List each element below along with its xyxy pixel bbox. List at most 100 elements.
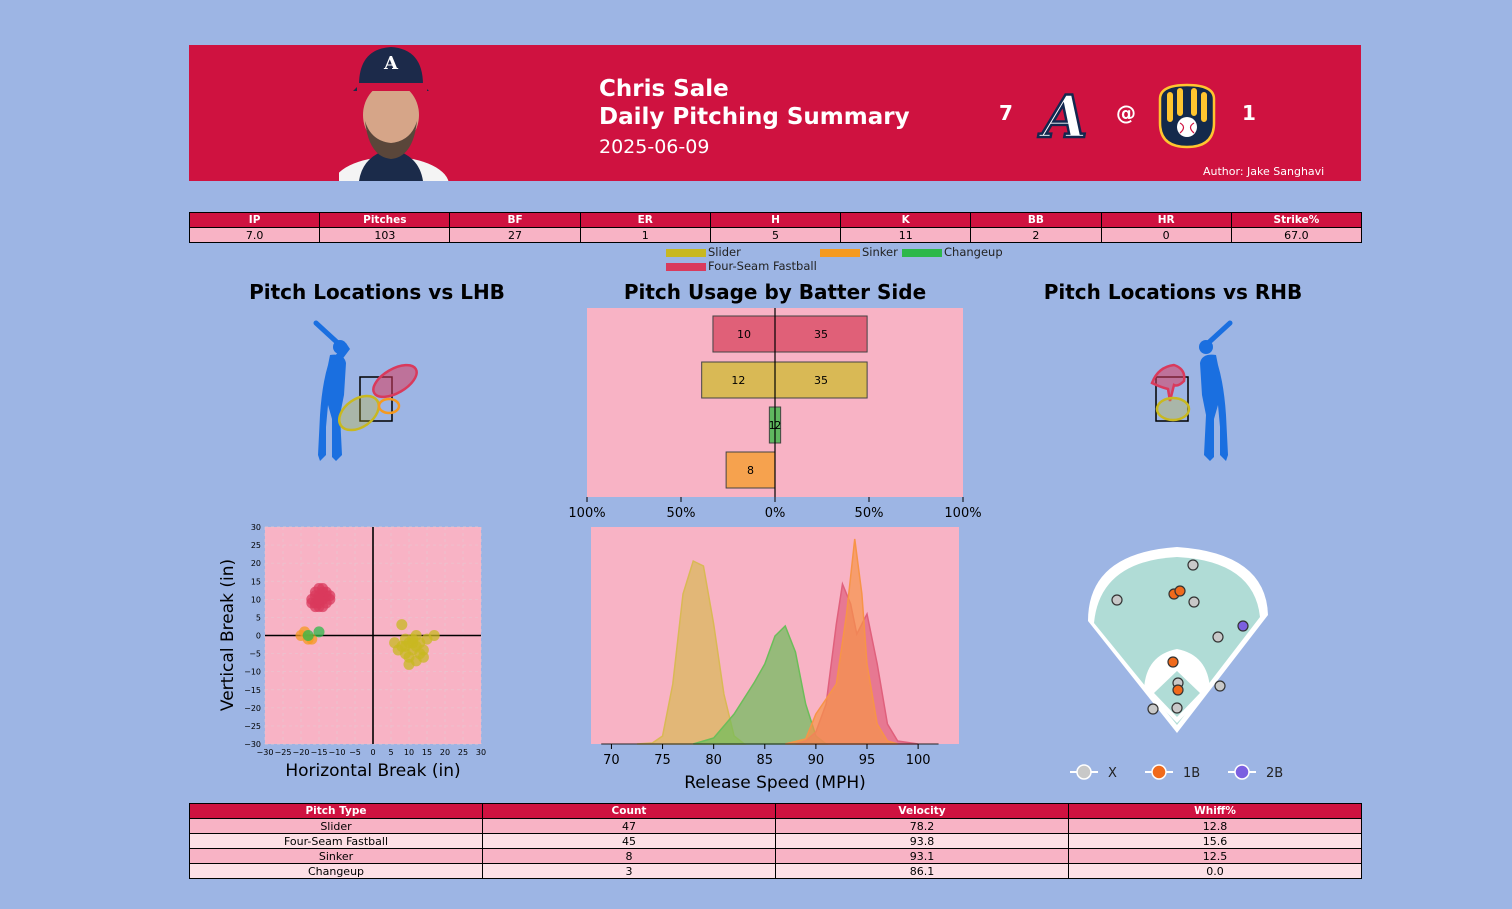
stats-value: 27: [449, 227, 581, 243]
legend-changeup: Changeup: [902, 245, 1003, 259]
rhb-location-plot: [1150, 320, 1233, 461]
spray-point-x: [1147, 703, 1159, 715]
movement-point: [407, 637, 419, 649]
spray-point-x: [1187, 559, 1199, 571]
table-cell: 78.2: [775, 818, 1069, 834]
movement-x-tick: −20: [293, 748, 310, 757]
usage-title: Pitch Usage by Batter Side: [623, 280, 927, 304]
movement-y-tick: 15: [251, 577, 261, 586]
usage-label-lhb: 1: [769, 419, 776, 432]
spray-point-2b: [1237, 620, 1249, 632]
spray-point-x: [1214, 680, 1226, 692]
header-banner: A Chris Sale Daily Pitching Summary 2025…: [189, 45, 1361, 181]
svg-text:A: A: [1037, 85, 1087, 147]
movement-x-tick: 25: [458, 748, 468, 757]
pitch-table-header: Whiff%: [1068, 803, 1362, 819]
movement-y-tick: 20: [251, 559, 261, 568]
outfield-grass: [1094, 557, 1260, 725]
movement-x-tick: −25: [275, 748, 292, 757]
away-score: 7: [999, 101, 1013, 125]
sinker-region: [377, 397, 401, 415]
stats-header-strike-pct: Strike%: [1230, 212, 1363, 228]
table-cell: 3: [482, 863, 776, 879]
movement-y-tick: −30: [244, 740, 261, 749]
usage-label-rhb: 35: [814, 374, 828, 387]
stats-header-hr: HR: [1100, 212, 1232, 228]
velocity-tick-label: 95: [859, 753, 876, 768]
movement-point: [428, 630, 440, 641]
stats-value: 0: [1100, 227, 1232, 243]
usage-tick-label: 50%: [667, 506, 696, 521]
lhb-location-plot: [313, 320, 418, 461]
movement-y-tick: 0: [256, 632, 261, 641]
svg-text:A: A: [383, 53, 399, 74]
table-cell: Changeup: [189, 863, 483, 879]
pitch-table-header: Pitch Type: [189, 803, 483, 819]
table-cell: 8: [482, 848, 776, 864]
movement-x-label: Horizontal Break (in): [285, 761, 460, 781]
velocity-tick-label: 75: [654, 753, 671, 768]
movement-x-tick: 5: [388, 748, 393, 757]
game-date: 2025-06-09: [599, 136, 710, 158]
player-headshot: A: [339, 47, 449, 181]
table-cell: 12.8: [1068, 818, 1362, 834]
table-cell: Slider: [189, 818, 483, 834]
author-credit: Author: Jake Sanghavi: [1203, 165, 1325, 178]
pitch-table: Pitch Type Count Velocity Whiff% Slider 47 78…: [189, 803, 1362, 879]
velocity-tick-label: 100: [906, 753, 931, 768]
stats-header-h: H: [709, 212, 842, 228]
table-cell: 93.1: [775, 848, 1069, 864]
table-row: Changeup 3 86.1 0.0: [189, 863, 1362, 879]
movement-y-tick: 10: [251, 595, 261, 604]
stats-table: IP Pitches BF ER H K BB HR Strike% 7.0 103 27 1 5 11 2…: [188, 212, 1363, 243]
pitch-table-header: Velocity: [775, 803, 1069, 819]
spray-legend-label: 1B: [1183, 766, 1200, 781]
spray-point-1b: [1172, 684, 1184, 696]
movement-y-label: Vertical Break (in): [218, 559, 238, 711]
spray-point-1b: [1167, 656, 1179, 668]
movement-point: [417, 651, 429, 663]
stats-value: 7.0: [188, 227, 321, 243]
usage-bar-lhb: [712, 315, 776, 353]
movement-x-tick: −30: [257, 748, 274, 757]
movement-y-tick: −20: [244, 704, 261, 713]
movement-x-tick: 0: [370, 748, 375, 757]
table-cell: 0.0: [1068, 863, 1362, 879]
movement-point: [313, 593, 325, 605]
legend-swatch: [820, 248, 860, 257]
four-seam-region: [1150, 363, 1186, 402]
spray-legend-marker: [1151, 764, 1167, 780]
table-row: Slider 47 78.2 12.8: [189, 818, 1362, 834]
table-cell: 47: [482, 818, 776, 834]
legend-slider: Slider: [666, 245, 741, 259]
brewers-logo-icon: [1158, 83, 1216, 149]
velocity-tick-label: 85: [757, 753, 774, 768]
spray-point-x: [1111, 594, 1123, 606]
table-cell: 12.5: [1068, 848, 1362, 864]
spray-point-x: [1188, 596, 1200, 608]
legend-swatch: [902, 248, 942, 257]
slider-region: [338, 394, 380, 432]
movement-point: [396, 619, 408, 631]
usage-bar-chart: 10 35 12 35 12 8 100% 50% 0% 50% 100%: [568, 308, 982, 521]
spray-point-1b: [1174, 585, 1186, 597]
usage-label-lhb: 10: [737, 328, 751, 341]
velocity-tick-label: 70: [603, 753, 620, 768]
usage-tick-label: 0%: [765, 506, 786, 521]
movement-point: [389, 637, 401, 649]
movement-y-tick: 30: [251, 523, 261, 532]
rhb-batter-silhouette-icon: [1199, 320, 1233, 461]
movement-x-tick: −15: [311, 748, 328, 757]
usage-label-rhb: 2: [774, 419, 781, 432]
legend-swatch: [666, 248, 706, 257]
usage-tick-label: 100%: [568, 506, 605, 521]
rhb-title: Pitch Locations vs RHB: [1043, 280, 1303, 304]
spray-legend-label: X: [1108, 766, 1117, 781]
movement-x-tick: 20: [440, 748, 450, 757]
stats-value: 11: [840, 227, 972, 243]
table-row: Four-Seam Fastball 45 93.8 15.6: [189, 833, 1362, 849]
table-cell: Sinker: [189, 848, 483, 864]
legend-swatch: [666, 262, 706, 271]
stats-value: 67.0: [1230, 227, 1363, 243]
movement-point: [302, 630, 314, 641]
